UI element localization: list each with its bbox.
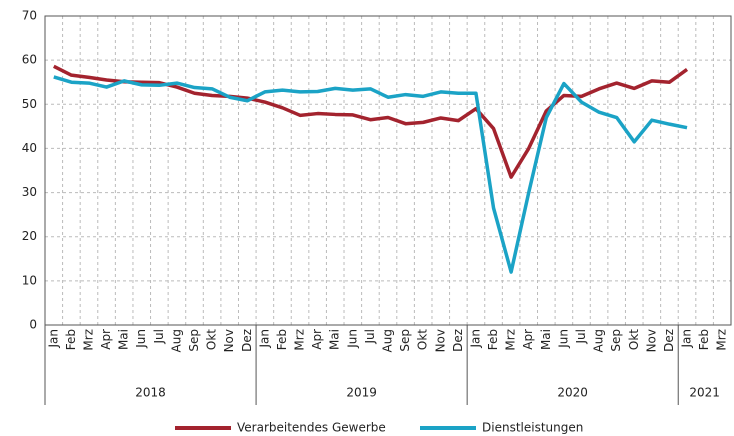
y-tick-label: 60 [22, 53, 37, 67]
year-label: 2020 [557, 386, 588, 400]
y-tick-label: 50 [22, 97, 37, 111]
x-tick-label: Sep [609, 329, 623, 352]
year-label: 2018 [135, 386, 166, 400]
x-tick-label: Mai [117, 329, 131, 350]
x-tick-label: Jan [468, 329, 482, 349]
x-tick-label: Aug [592, 329, 606, 352]
x-tick-label: Dez [240, 329, 254, 352]
y-tick-label: 10 [22, 273, 37, 287]
x-tick-label: Feb [64, 329, 78, 350]
x-tick-label: Mai [328, 329, 342, 350]
x-tick-label: Feb [275, 329, 289, 350]
x-tick-label: Nov [222, 329, 236, 352]
series-line [53, 75, 688, 274]
plot-frame [44, 15, 732, 326]
x-tick-label: Jun [345, 329, 359, 349]
year-label: 2021 [689, 386, 720, 400]
x-tick-label: Dez [662, 329, 676, 352]
x-tick-label: Apr [310, 329, 324, 350]
x-tick-label: Mrz [504, 329, 518, 351]
legend-label: Dienstleistungen [482, 421, 583, 435]
x-tick-label: Apr [99, 329, 113, 350]
x-tick-label: Nov [433, 329, 447, 352]
x-tick-label: Feb [486, 329, 500, 350]
x-tick-label: Mrz [293, 329, 307, 351]
x-tick-label: Jun [134, 329, 148, 349]
x-tick-label: Okt [627, 329, 641, 350]
year-label: 2019 [346, 386, 377, 400]
series-line [53, 64, 689, 179]
x-tick-label: Apr [521, 329, 535, 350]
x-tick-label: Jul [152, 329, 166, 344]
x-tick-label: Mrz [81, 329, 95, 351]
x-tick-label: Jul [574, 329, 588, 344]
x-tick-label: Mrz [715, 329, 729, 351]
y-tick-label: 0 [29, 318, 37, 332]
x-tick-label: Jan [680, 329, 694, 349]
x-tick-label: Jan [46, 329, 60, 349]
x-tick-label: Aug [169, 329, 183, 352]
x-tick-label: Mai [539, 329, 553, 350]
x-tick-label: Jul [363, 329, 377, 344]
x-tick-label: Nov [644, 329, 658, 352]
x-tick-label: Aug [381, 329, 395, 352]
y-tick-label: 70 [22, 9, 37, 23]
legend-label: Verarbeitendes Gewerbe [237, 421, 386, 435]
x-tick-label: Sep [187, 329, 201, 352]
x-tick-label: Okt [205, 329, 219, 350]
x-tick-label: Sep [398, 329, 412, 352]
y-tick-label: 40 [22, 141, 37, 155]
y-tick-label: 30 [22, 185, 37, 199]
x-tick-label: Jun [556, 329, 570, 349]
x-tick-label: Okt [416, 329, 430, 350]
x-tick-label: Feb [697, 329, 711, 350]
x-tick-label: Jan [257, 329, 271, 349]
y-tick-label: 20 [22, 229, 37, 243]
x-tick-label: Dez [451, 329, 465, 352]
